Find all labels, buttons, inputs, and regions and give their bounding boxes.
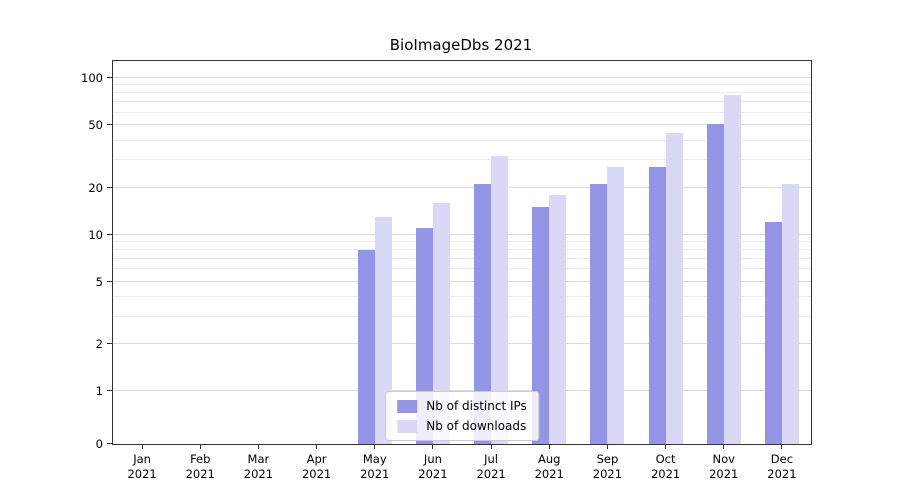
bar-downloads: [781, 184, 799, 444]
legend-swatch-ips: [397, 399, 418, 413]
bar-downloads: [374, 216, 392, 444]
x-tick-mark: [199, 444, 201, 449]
y-tick-label: 0: [95, 437, 103, 451]
x-tick-mark: [374, 444, 376, 449]
y-tick-mark: [107, 186, 113, 188]
x-tick-label: Mar 2021: [243, 452, 274, 481]
x-tick-mark: [141, 444, 143, 449]
bar-distinct-ips: [648, 167, 666, 444]
x-tick-mark: [781, 444, 783, 449]
gridline-major: [113, 233, 811, 235]
gridline-minor: [113, 101, 811, 103]
x-tick-mark: [490, 444, 492, 449]
bar-downloads: [432, 202, 450, 444]
y-tick-label: 50: [88, 118, 103, 133]
legend-swatch-downloads: [397, 419, 418, 433]
legend-item-ips: Nb of distinct IPs: [397, 399, 527, 413]
gridline-minor: [113, 84, 811, 86]
x-tick-label: Dec 2021: [767, 452, 797, 481]
y-tick-label: 100: [81, 71, 103, 86]
gridline-minor: [113, 111, 811, 113]
bar-downloads: [549, 194, 567, 444]
y-tick-label: 10: [88, 227, 103, 242]
gridline-major: [113, 343, 811, 345]
chart-title: BioImageDbs 2021: [389, 36, 533, 54]
x-tick-label: Nov 2021: [709, 452, 739, 481]
gridline-minor: [113, 139, 811, 141]
gridline-major: [113, 390, 811, 392]
gridline-minor: [113, 268, 811, 270]
gridline-minor: [113, 248, 811, 250]
plot-area: Nb of distinct IPs Nb of downloads 0 1 2 5 1…: [81, 60, 812, 481]
bar-downloads: [723, 95, 741, 444]
legend-label-downloads: Nb of downloads: [426, 419, 527, 433]
bar-downloads: [491, 155, 509, 444]
bar-distinct-ips: [706, 124, 724, 444]
bar-distinct-ips: [474, 184, 492, 444]
bar-distinct-ips: [764, 222, 782, 444]
x-tick-mark: [257, 444, 259, 449]
y-tick-mark: [107, 233, 113, 235]
x-tick-mark: [606, 444, 608, 449]
x-tick-label: May 2021: [360, 452, 390, 481]
y-tick-label: 1: [95, 384, 103, 399]
x-tick-label: Sep 2021: [592, 452, 623, 481]
gridline-major: [113, 186, 811, 188]
x-tick-mark: [432, 444, 434, 449]
x-tick-label: Jun 2021: [418, 452, 448, 481]
bar-distinct-ips: [532, 207, 550, 444]
bar-distinct-ips: [357, 249, 375, 444]
y-tick-mark: [107, 390, 113, 392]
legend-label-ips: Nb of distinct IPs: [426, 399, 527, 413]
gridline-major: [113, 77, 811, 79]
y-tick-mark: [107, 343, 113, 345]
gridline-minor: [113, 240, 811, 242]
legend-item-downloads: Nb of downloads: [397, 419, 527, 433]
x-tick-label: Jul 2021: [476, 452, 506, 481]
y-tick-label: 2: [95, 337, 103, 352]
x-tick-mark: [316, 444, 318, 449]
x-tick-mark: [548, 444, 550, 449]
gridline-minor: [113, 295, 811, 297]
y-tick-label: 20: [88, 180, 103, 195]
bar-downloads: [665, 132, 683, 444]
legend: Nb of distinct IPs Nb of downloads: [385, 391, 539, 441]
y-tick-mark: [107, 280, 113, 282]
x-tick-label: Oct 2021: [650, 452, 681, 481]
bar-distinct-ips: [415, 228, 433, 444]
y-tick-mark: [107, 77, 113, 79]
x-tick-mark: [723, 444, 725, 449]
bar-distinct-ips: [590, 184, 608, 444]
y-tick-label: 5: [95, 274, 103, 289]
gridline-minor: [113, 159, 811, 161]
gridline-minor: [113, 92, 811, 94]
x-tick-label: Feb 2021: [185, 452, 215, 481]
x-tick-label: Jan 2021: [127, 452, 157, 481]
gridline-minor: [113, 257, 811, 259]
gridline-major: [113, 280, 811, 282]
x-tick-label: Aug 2021: [534, 452, 564, 481]
x-tick-label: Apr 2021: [301, 452, 332, 481]
x-tick-mark: [665, 444, 667, 449]
y-tick-mark: [107, 443, 113, 444]
y-tick-mark: [107, 124, 113, 126]
gridline-major: [113, 124, 811, 126]
bar-downloads: [607, 167, 625, 444]
gridline-minor: [113, 315, 811, 317]
